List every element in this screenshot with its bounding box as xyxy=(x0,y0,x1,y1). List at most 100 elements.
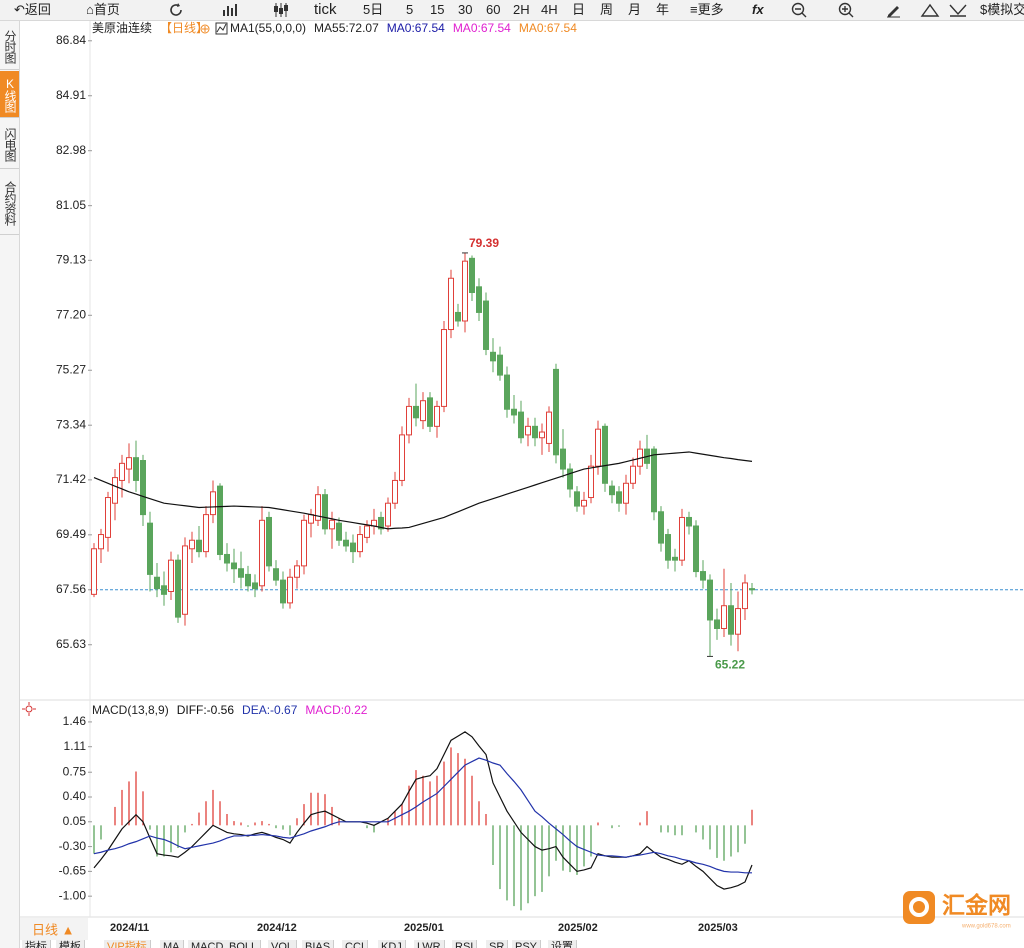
period-button[interactable]: 日 xyxy=(572,2,586,17)
simulate-trade-button[interactable]: $模拟交 xyxy=(980,2,1024,17)
period-button[interactable]: 60 xyxy=(486,2,501,17)
candle-body xyxy=(322,494,328,530)
triangle-up-icon[interactable] xyxy=(920,2,940,18)
more-button[interactable]: ≡更多 xyxy=(690,2,724,17)
bars-icon[interactable] xyxy=(222,2,240,18)
period-button[interactable]: 年 xyxy=(656,2,670,17)
period-button[interactable]: 15 xyxy=(430,2,445,17)
candle-body xyxy=(224,553,230,564)
candle-body xyxy=(343,539,349,547)
candle-body xyxy=(490,351,496,362)
tick-button[interactable]: tick xyxy=(314,1,337,18)
y-tick-label: -0.65 xyxy=(59,864,87,878)
bottom-tab[interactable]: MACD xyxy=(188,940,228,948)
candle-body xyxy=(147,522,153,575)
period-button[interactable]: 5日 xyxy=(363,2,384,17)
logo-icon xyxy=(909,897,929,917)
candle-body xyxy=(217,485,223,555)
candle-body xyxy=(336,522,342,541)
bottom-tab[interactable]: BIAS xyxy=(302,940,335,948)
y-tick-label: 79.13 xyxy=(56,253,86,267)
candle-body xyxy=(273,568,279,581)
candle-body xyxy=(525,425,531,436)
bottom-tab[interactable]: PSY xyxy=(512,940,542,948)
x-tick-label: 2024/12 xyxy=(257,922,297,934)
chart-title: 美原油连续 xyxy=(92,20,152,35)
line xyxy=(93,731,753,890)
y-tick-label: 71.42 xyxy=(56,472,86,486)
x-tick-label: 2025/01 xyxy=(404,922,444,934)
ma-icon xyxy=(216,23,227,33)
add-icon xyxy=(202,26,208,32)
y-tick-label: 0.40 xyxy=(63,789,87,803)
bottom-tab[interactable]: RSI xyxy=(452,940,478,948)
bottom-tab[interactable]: BOLL xyxy=(226,940,262,948)
candle-body xyxy=(231,562,237,570)
back-button[interactable]: ↶返回 xyxy=(14,2,51,17)
y-tick-label: 82.98 xyxy=(56,143,86,157)
period-selector[interactable]: 日线 ▲ xyxy=(32,922,74,937)
bottom-tab[interactable]: 设置 xyxy=(548,940,577,948)
candle-body xyxy=(364,525,370,538)
candle-body xyxy=(700,571,706,581)
legend-entry: DEA:-0.67 xyxy=(242,703,298,717)
bottom-tab[interactable]: VOL xyxy=(268,940,298,948)
candle-body xyxy=(595,428,601,467)
max-label: 79.39 xyxy=(469,236,499,250)
zoom-in-icon[interactable] xyxy=(838,2,854,18)
candle-body xyxy=(560,448,566,470)
period-button[interactable]: 4H xyxy=(541,2,558,17)
bottom-tab[interactable]: LWR xyxy=(414,940,445,948)
y-tick-label: -0.30 xyxy=(59,839,87,853)
candle-body xyxy=(140,460,146,516)
x-tick-label: 2025/03 xyxy=(698,922,738,934)
more-label: 更多 xyxy=(697,2,724,17)
period-box[interactable] xyxy=(20,918,88,940)
candle-body xyxy=(574,491,580,507)
add-icon xyxy=(200,24,210,34)
legend-entry: MACD:0.22 xyxy=(305,703,367,717)
period-button[interactable]: 2H xyxy=(513,2,530,17)
candle-body xyxy=(420,400,426,422)
candle-body xyxy=(133,457,139,481)
refresh-icon[interactable] xyxy=(168,2,184,18)
y-tick-label: 84.91 xyxy=(56,88,86,102)
bottom-tab[interactable]: 模板 xyxy=(56,940,85,948)
formula-button[interactable]: fx xyxy=(752,2,764,17)
triangle-down-icon[interactable] xyxy=(948,2,968,18)
bottom-tab[interactable]: 指标 xyxy=(22,940,51,948)
min-label: 65.22 xyxy=(715,658,745,672)
candle-icon[interactable] xyxy=(272,2,290,18)
indicator-title: MACD(13,8,9) xyxy=(92,703,169,717)
bottom-tab[interactable]: SR xyxy=(486,940,509,948)
zoom-out-icon[interactable] xyxy=(791,2,807,18)
candle-body xyxy=(406,405,412,436)
y-tick-label: 86.84 xyxy=(56,33,86,47)
pen-icon[interactable] xyxy=(885,2,901,18)
side-tab[interactable]: 分时图 xyxy=(0,23,19,70)
bottom-tab[interactable]: VIP指标 xyxy=(104,940,151,948)
candle-body xyxy=(735,608,741,635)
side-tab[interactable]: 闪电图 xyxy=(0,120,19,169)
watermark-url: www.gold678.com xyxy=(961,924,1011,930)
candle-body xyxy=(658,511,664,544)
side-tab[interactable]: 合约资料 xyxy=(0,172,19,235)
chart-period: 【日线】 xyxy=(160,21,208,35)
legend-entry: DIFF:-0.56 xyxy=(177,703,235,717)
y-tick-label: 1.46 xyxy=(63,714,87,728)
period-button[interactable]: 月 xyxy=(628,2,642,17)
bottom-tab[interactable]: CCI xyxy=(342,940,368,948)
home-button[interactable]: ⌂首页 xyxy=(86,2,120,17)
period-button[interactable]: 5 xyxy=(406,2,414,17)
bottom-tab[interactable]: MA xyxy=(160,940,184,948)
bottom-tab[interactable]: KDJ xyxy=(378,940,406,948)
y-tick-label: 75.27 xyxy=(56,362,86,376)
candle-body xyxy=(427,397,433,427)
candle-body xyxy=(483,300,489,350)
line xyxy=(93,757,752,874)
period-button[interactable]: 周 xyxy=(600,2,614,17)
period-button[interactable]: 30 xyxy=(458,2,473,17)
candle-body xyxy=(518,411,524,439)
side-tab-active[interactable]: K线图 xyxy=(0,71,19,118)
